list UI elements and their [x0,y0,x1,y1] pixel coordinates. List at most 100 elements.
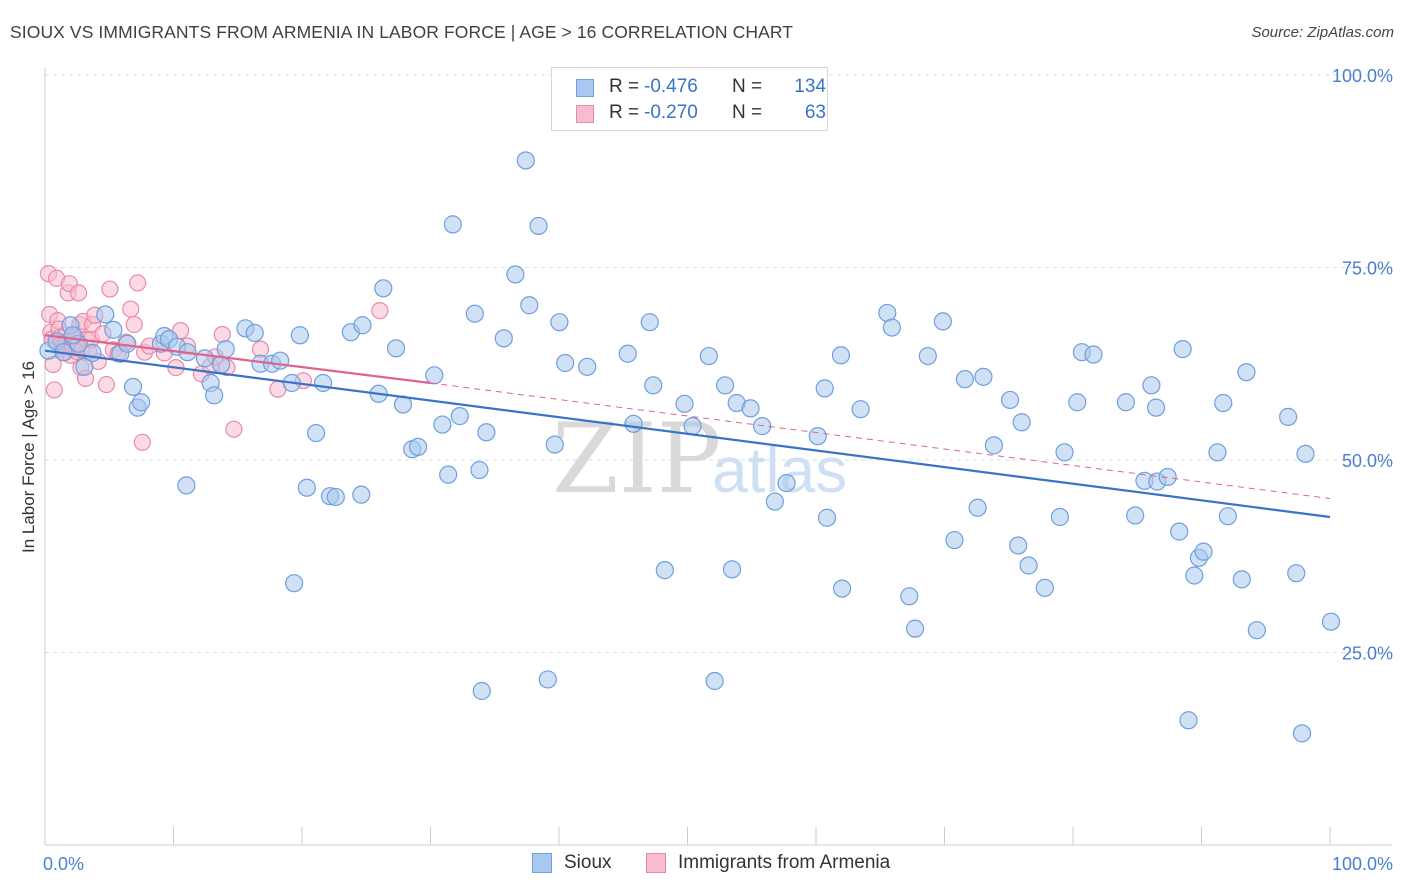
sioux-point [1055,443,1074,462]
sioux-point [741,399,760,418]
armenia-point [45,381,63,399]
chart-title: SIOUX VS IMMIGRANTS FROM ARMENIA IN LABO… [10,22,794,42]
sioux-point [765,492,784,511]
sioux-point [968,498,987,517]
sioux-point [1126,506,1145,525]
sioux-point [1237,363,1256,382]
n-value: 63 [804,102,826,123]
armenia-point [97,375,116,394]
tick-labels: 25.0% 50.0% 75.0% 100.0% 0.0% 100.0% [43,66,1393,874]
sioux-point [374,279,393,298]
sioux-point [777,474,796,493]
sioux-point [1084,345,1103,364]
armenia-label: Immigrants from Armenia [678,852,891,873]
sioux-point [123,377,143,396]
r-label: R = [609,76,640,97]
r-value: -0.476 [644,76,698,97]
sioux-point [945,530,964,550]
sioux-point [1173,340,1192,359]
sioux-point [1292,724,1312,743]
axes [44,68,1392,846]
sioux-point [655,561,674,580]
sioux-point [1019,556,1038,575]
armenia-point [225,420,243,438]
sioux-point [75,357,94,376]
sioux-point [1218,507,1237,526]
sioux-swatch [576,79,594,97]
y-tick-label: 100.0% [1332,66,1393,86]
sioux-point [550,313,569,332]
sioux-point [1279,407,1298,426]
sioux-point [386,339,406,358]
armenia-point [101,280,119,298]
sioux-point [284,574,304,593]
sioux-point [529,216,548,236]
sioux-point [352,485,371,504]
sioux-point [216,340,235,359]
sioux-point [425,366,444,385]
sioux-point [1012,413,1031,432]
sioux-point [408,437,428,457]
sioux-point [900,587,919,606]
sioux-point [353,316,372,335]
n-label: N = [732,76,763,97]
sioux-point [470,460,489,480]
sioux-point [439,465,458,484]
sioux-point [1247,621,1266,640]
sioux-point [297,478,316,497]
grid-lines [45,74,1392,653]
sioux-point [1321,612,1341,631]
sioux-point [984,436,1003,455]
r-label: R = [609,102,640,123]
sioux-point [1214,393,1233,413]
sioux-points [39,151,1341,743]
armenia-trend-line [44,334,431,385]
armenia-point [371,302,389,320]
y-axis-label: In Labor Force | Age > 16 [19,361,38,553]
sioux-point [433,415,452,434]
sioux-point [1287,564,1306,583]
sioux-point [1142,376,1161,395]
sioux-point [808,427,827,446]
sioux-point [472,681,491,701]
sioux-point [545,435,564,454]
sioux-point [851,400,870,419]
sioux-point [245,323,264,343]
y-tick-label: 75.0% [1342,259,1393,279]
armenia-point [122,300,140,318]
sioux-point [1068,393,1087,412]
sioux-point [205,386,224,405]
sioux-point [933,312,952,331]
sioux-point [177,476,196,495]
trend-lines [44,334,1331,519]
armenia-point [213,325,231,344]
sioux-point [556,353,575,373]
sioux-point [1208,443,1227,462]
sioux-point [443,215,462,234]
sioux-point [640,313,659,332]
sioux-trend-line [44,349,1331,519]
sioux-point [683,417,702,436]
sioux-point [715,376,735,395]
sioux-point [1194,542,1213,561]
sioux-point [831,346,851,365]
r-value: -0.270 [644,102,698,123]
n-label: N = [732,102,763,123]
sioux-point [753,417,772,436]
watermark: ZIP atlas [552,403,847,515]
sioux-point [1158,467,1177,487]
sioux-point [882,318,902,337]
sioux-point [624,414,643,433]
sioux-point [506,265,525,284]
sioux-point [83,343,102,363]
sioux-point [271,351,290,370]
sioux-point [955,370,974,389]
sioux-point [516,151,535,170]
sioux-point [1179,711,1198,730]
sioux-point [699,346,718,366]
sioux-point [63,326,82,345]
y-tick-label: 50.0% [1342,451,1393,471]
sioux-point [290,326,309,345]
armenia-point [125,315,143,334]
sioux-point [1146,398,1166,417]
